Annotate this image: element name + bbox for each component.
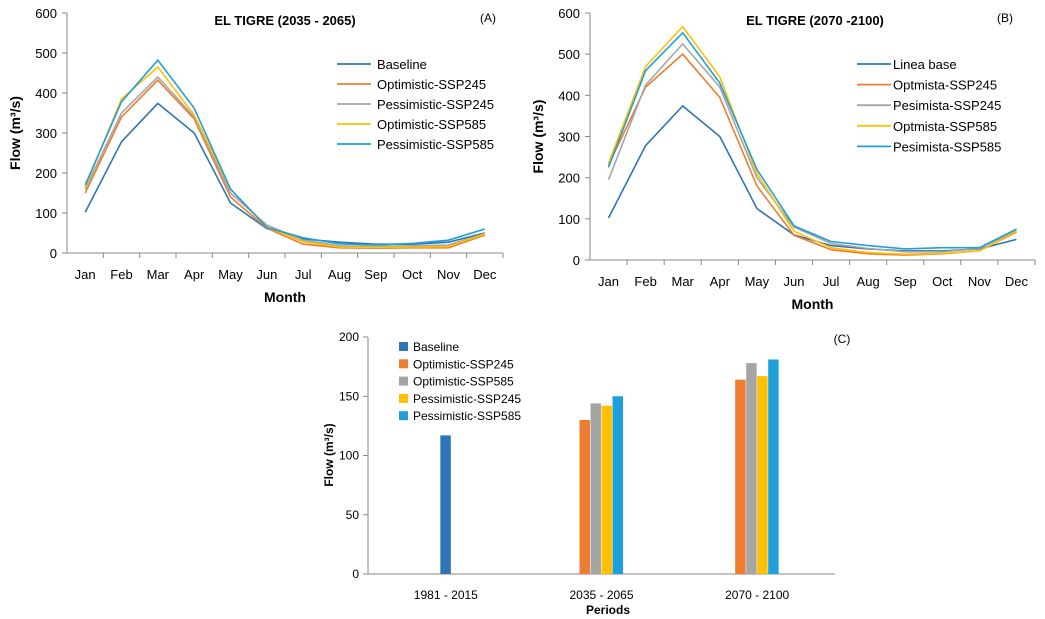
bar bbox=[612, 396, 623, 574]
x-axis-title: Month bbox=[264, 289, 306, 305]
legend-swatch bbox=[399, 359, 408, 369]
x-tick-label: Nov bbox=[437, 267, 461, 282]
x-tick-label: 1981 - 2015 bbox=[414, 588, 478, 602]
panel-label: (C) bbox=[834, 332, 851, 346]
x-tick-label: May bbox=[745, 274, 770, 289]
legend-label: Optimistic-SSP585 bbox=[377, 117, 486, 132]
chart-title: EL TIGRE (2070 -2100) bbox=[746, 13, 884, 28]
legend-label: Pessimistic-SSP245 bbox=[413, 392, 521, 406]
x-tick-label: Jul bbox=[823, 274, 840, 289]
y-tick-label: 0 bbox=[352, 567, 359, 581]
y-tick-label: 0 bbox=[573, 253, 580, 268]
x-tick-label: Jan bbox=[75, 267, 96, 282]
y-tick-label: 200 bbox=[558, 171, 580, 186]
x-tick-label: Mar bbox=[672, 274, 695, 289]
legend-label: Linea base bbox=[893, 57, 957, 72]
y-tick-label: 400 bbox=[35, 86, 57, 101]
x-tick-label: Jan bbox=[598, 274, 619, 289]
panel-label: (B) bbox=[997, 11, 1013, 25]
legend-label: Pesimista-SSP245 bbox=[893, 98, 1001, 113]
x-tick-label: May bbox=[218, 267, 243, 282]
line-chart-b: 0 100 200 300 400 500 600 Jan Feb Mar Apr May Jun Jul… bbox=[530, 6, 1036, 312]
series-line bbox=[607, 25, 1017, 256]
legend-swatch bbox=[399, 393, 408, 403]
x-tick-label: Oct bbox=[402, 267, 423, 282]
y-tick-label: 300 bbox=[558, 130, 580, 145]
legend-label: Pesimista-SSP585 bbox=[893, 139, 1001, 154]
x-tick-label: Apr bbox=[710, 274, 731, 289]
y-axis-title: Flow (m³/s) bbox=[530, 100, 546, 174]
y-tick-label: 100 bbox=[35, 206, 57, 221]
x-tick-label: Sep bbox=[364, 267, 387, 282]
x-axis-title: Month bbox=[792, 296, 834, 312]
x-tick-label: Feb bbox=[634, 274, 656, 289]
y-tick-label: 600 bbox=[35, 6, 57, 21]
x-tick-label: Aug bbox=[857, 274, 880, 289]
bar bbox=[757, 376, 768, 574]
bar bbox=[735, 379, 746, 574]
x-tick-label: Nov bbox=[968, 274, 992, 289]
x-tick-label: Apr bbox=[184, 267, 205, 282]
y-tick-label: 200 bbox=[35, 166, 57, 181]
bar bbox=[768, 359, 779, 574]
x-tick-label: 2035 - 2065 bbox=[569, 588, 633, 602]
chart-title: EL TIGRE (2035 - 2065) bbox=[214, 13, 355, 28]
legend-swatch bbox=[399, 411, 408, 421]
panel-label: (A) bbox=[480, 11, 496, 25]
series-line bbox=[84, 65, 486, 249]
legend-label: Pessimistic-SSP245 bbox=[377, 97, 494, 112]
series-line bbox=[84, 79, 486, 250]
bar-chart-c: 0 50 100 150 200 1981 - 2015 2035 - 2065 2070 -… bbox=[322, 330, 850, 617]
y-tick-label: 300 bbox=[35, 126, 57, 141]
legend-label: Optmista-SSP245 bbox=[893, 78, 997, 93]
x-tick-label: 2070 - 2100 bbox=[725, 588, 789, 602]
bar bbox=[579, 419, 590, 574]
y-tick-label: 100 bbox=[339, 449, 359, 463]
bar bbox=[746, 363, 757, 574]
y-tick-label: 200 bbox=[339, 330, 359, 344]
x-axis-title: Periods bbox=[586, 603, 630, 617]
legend-swatch bbox=[399, 342, 408, 351]
x-tick-label: Mar bbox=[147, 267, 170, 282]
y-tick-label: 100 bbox=[558, 212, 580, 227]
bar bbox=[440, 435, 451, 574]
x-tick-label: Jul bbox=[295, 267, 312, 282]
y-tick-label: 500 bbox=[558, 47, 580, 62]
y-tick-label: 0 bbox=[50, 246, 57, 261]
x-tick-label: Feb bbox=[110, 267, 132, 282]
x-tick-label: Jun bbox=[783, 274, 804, 289]
line-chart-a: 0 100 200 300 400 500 600 Jan Feb Mar Apr May Jun Jul… bbox=[7, 6, 504, 305]
y-tick-label: 600 bbox=[558, 6, 580, 21]
y-axis-title: Flow (m³/s) bbox=[7, 96, 23, 170]
legend-label: Optimistic-SSP245 bbox=[377, 77, 486, 92]
y-tick-label: 400 bbox=[558, 88, 580, 103]
series-line bbox=[607, 42, 1017, 253]
series-line bbox=[84, 58, 486, 246]
legend-label: Pessimistic-SSP585 bbox=[377, 137, 494, 152]
y-axis-title: Flow (m³/s) bbox=[322, 423, 336, 486]
bar bbox=[590, 403, 601, 574]
y-tick-label: 50 bbox=[346, 508, 360, 522]
legend-label: Pessimistic-SSP585 bbox=[413, 409, 521, 423]
y-tick-label: 500 bbox=[35, 46, 57, 61]
x-tick-label: Dec bbox=[473, 267, 497, 282]
legend-label: Optimistic-SSP245 bbox=[413, 357, 514, 371]
legend-label: Baseline bbox=[413, 340, 459, 354]
x-tick-label: Oct bbox=[932, 274, 953, 289]
legend-label: Optmista-SSP585 bbox=[893, 119, 997, 134]
series-line bbox=[607, 31, 1017, 250]
legend-label: Baseline bbox=[377, 57, 427, 72]
x-tick-label: Jun bbox=[256, 267, 277, 282]
x-tick-label: Aug bbox=[328, 267, 351, 282]
legend-label: Optimistic-SSP585 bbox=[413, 375, 514, 389]
y-tick-label: 150 bbox=[339, 389, 359, 403]
x-tick-label: Dec bbox=[1005, 274, 1029, 289]
bar bbox=[601, 405, 612, 574]
x-tick-label: Sep bbox=[894, 274, 917, 289]
legend-swatch bbox=[399, 376, 408, 386]
